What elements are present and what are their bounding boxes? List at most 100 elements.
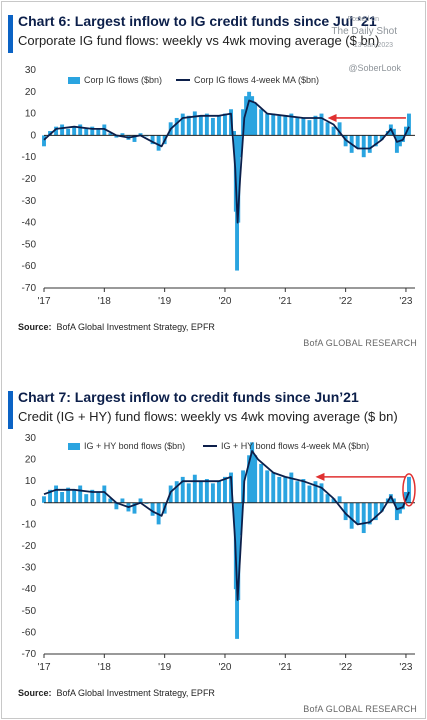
x-tick-label: '23	[399, 296, 412, 307]
source-text: BofA Global Investment Strategy, EPFR	[56, 322, 215, 332]
flow-bar	[259, 109, 264, 136]
flow-bar	[223, 113, 227, 136]
flow-bar	[355, 502, 360, 525]
flow-bar	[301, 479, 306, 503]
flow-bar	[138, 498, 143, 503]
title-accent-bar	[8, 15, 13, 53]
flow-bar	[319, 113, 324, 136]
flow-bar	[259, 463, 264, 503]
y-tick-label: -10	[22, 152, 37, 163]
flow-bar	[403, 126, 408, 136]
flow-bar	[223, 476, 227, 503]
x-tick-label: '20	[218, 662, 231, 673]
y-tick-label: 10	[25, 476, 37, 487]
flow-bar	[289, 113, 294, 136]
y-tick-label: -30	[22, 563, 37, 574]
flow-bar	[313, 481, 318, 503]
flow-bar	[204, 113, 209, 136]
flow-bar	[295, 481, 300, 503]
flow-bar	[271, 472, 276, 503]
flow-bar	[241, 109, 246, 136]
flow-bar	[198, 481, 203, 503]
watermark-site: The Daily Shot	[331, 26, 397, 37]
flow-bar	[72, 126, 77, 136]
flow-bar	[307, 485, 312, 503]
flow-bar	[132, 502, 137, 514]
flow-bar	[108, 498, 113, 503]
chart-panel-1: Chart 6: Largest inflow to IG credit fun…	[8, 13, 417, 348]
flow-bar	[84, 494, 89, 503]
legend-bar-swatch	[68, 443, 80, 450]
flow-bar	[407, 113, 411, 136]
flow-bar	[96, 492, 101, 503]
flow-bar	[174, 117, 179, 136]
y-tick-label: 20	[25, 455, 37, 466]
flow-bar	[78, 124, 83, 136]
flow-bar	[150, 502, 155, 516]
y-tick-label: 20	[25, 87, 37, 98]
flow-bar	[277, 115, 282, 136]
chart-subtitle: Corporate IG fund flows: weekly vs 4wk m…	[18, 33, 380, 48]
flow-bar	[186, 483, 191, 503]
flow-bar	[204, 479, 209, 503]
flow-bar	[325, 494, 330, 503]
flow-bar	[367, 135, 372, 153]
flow-bar	[210, 117, 215, 136]
flow-bar	[253, 455, 258, 503]
flow-bar	[289, 472, 294, 503]
chart-canvas: 30 20 10 0 -10 -20 -30 -40 -50 -60 -70'17 '18 '19 '20…	[22, 433, 416, 673]
flow-bar	[388, 494, 393, 503]
flow-bar	[48, 489, 52, 503]
flow-bar	[325, 122, 330, 136]
flow-bar	[241, 470, 246, 503]
flow-bar	[96, 128, 101, 136]
flow-bar	[331, 126, 336, 136]
flow-bar	[373, 502, 378, 521]
flow-bar	[232, 131, 236, 136]
flow-bar	[42, 496, 46, 503]
x-tick-label: '19	[158, 296, 171, 307]
flow-bar	[265, 470, 270, 503]
flow-bar	[394, 502, 399, 521]
flow-bar	[379, 135, 384, 140]
x-tick-label: '18	[98, 296, 111, 307]
flow-bar	[313, 115, 318, 136]
flow-bar	[66, 487, 71, 503]
flow-bar	[379, 502, 384, 512]
flow-bar	[307, 120, 312, 136]
flow-bar	[355, 135, 360, 149]
x-tick-label: '17	[37, 296, 50, 307]
flow-bar	[216, 115, 221, 136]
flow-bar	[295, 117, 300, 136]
chart-subtitle: Credit (IG + HY) fund flows: weekly vs 4…	[18, 409, 398, 424]
flow-bar	[337, 496, 342, 503]
flow-bar	[84, 128, 89, 136]
flow-bar	[373, 135, 378, 147]
flow-bar	[108, 133, 113, 136]
x-tick-label: '21	[279, 662, 292, 673]
flow-bar	[114, 135, 119, 138]
flow-bar	[114, 502, 119, 510]
y-tick-label: -40	[22, 218, 37, 229]
x-tick-label: '20	[218, 296, 231, 307]
flow-bar	[250, 442, 255, 503]
legend-bar-label: Corp IG flows ($bn)	[84, 75, 162, 85]
flow-bar	[331, 498, 336, 503]
flow-bar	[407, 476, 411, 503]
flow-bar	[301, 117, 306, 136]
flow-bar	[66, 128, 71, 136]
y-tick-label: -30	[22, 196, 37, 207]
y-tick-label: -40	[22, 584, 37, 595]
flow-bar	[367, 502, 372, 525]
y-tick-label: -20	[22, 541, 37, 552]
y-tick-label: -60	[22, 627, 37, 638]
source-note: Source: BofA Global Investment Strategy,…	[18, 322, 215, 332]
flow-bar	[54, 126, 59, 136]
y-tick-label: 30	[25, 65, 37, 76]
flow-bar	[253, 102, 258, 136]
flow-bar	[238, 502, 243, 536]
flow-bar	[210, 483, 215, 503]
flow-bar	[156, 135, 161, 151]
x-tick-label: '18	[98, 662, 111, 673]
flow-bar	[72, 489, 77, 503]
